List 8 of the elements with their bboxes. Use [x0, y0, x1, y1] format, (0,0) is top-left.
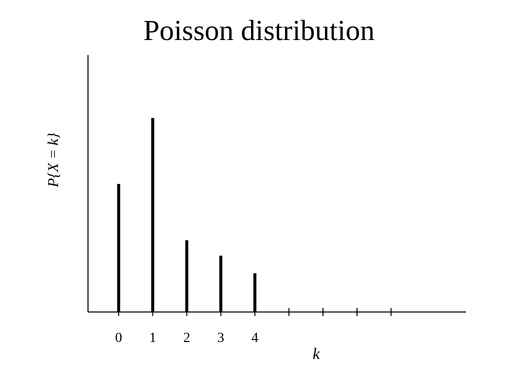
x-tick-label: 0: [115, 331, 122, 346]
x-tick-label: 1: [149, 331, 156, 346]
x-tick-label: 2: [183, 331, 190, 346]
y-axis-title: P{X = k}: [46, 132, 62, 188]
x-tick-label: 3: [217, 331, 224, 346]
x-axis-title: k: [312, 346, 321, 363]
chart-title: Poisson distribution: [143, 15, 376, 47]
x-tick-label: 4: [251, 331, 258, 346]
